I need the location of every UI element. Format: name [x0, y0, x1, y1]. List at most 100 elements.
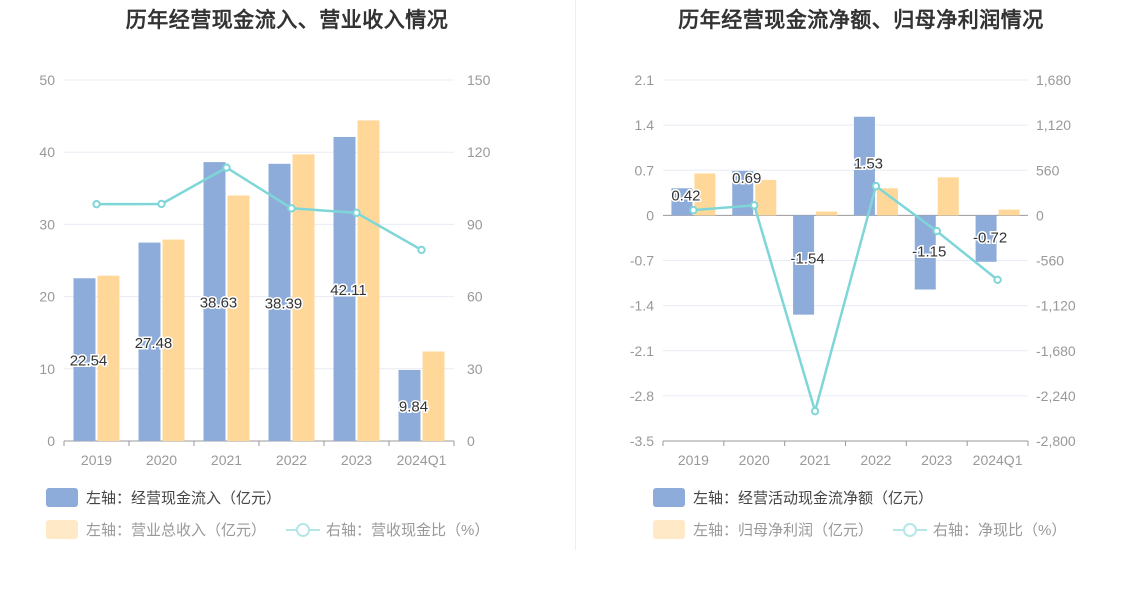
bar-secondary: [998, 209, 1020, 216]
x-tick-label: 2020: [739, 452, 770, 468]
bar-primary: [975, 215, 997, 262]
line-point: [932, 226, 941, 236]
y-tick-label-right: -2,240: [1036, 388, 1076, 404]
legend-label: 右轴：净现比（%）: [933, 521, 1067, 539]
bar-secondary: [292, 154, 315, 441]
data-label: 0.69: [732, 170, 761, 187]
legend-label: 左轴：营业总收入（亿元）: [86, 521, 267, 539]
legend-item-net-profit[interactable]: 左轴：归母净利润（亿元）: [653, 519, 873, 540]
bar-secondary: [816, 211, 838, 216]
legend-swatch: [653, 519, 685, 539]
line-point: [871, 181, 881, 191]
y-tick-label-left: -2.8: [630, 388, 654, 404]
data-label: -0.72: [973, 230, 1007, 247]
y-tick-label-left: 10: [39, 361, 55, 377]
bar-primary: [398, 369, 421, 441]
line-point: [352, 208, 361, 218]
x-tick-label: 2024Q1: [397, 452, 447, 468]
chart-plot-right: -3.5 -2,800 -2.8 -2,240 -2.1 -1,680 -1.4 -1,120…: [630, 72, 1076, 468]
data-label: 27.48: [135, 335, 173, 352]
data-label: 1.53: [854, 156, 883, 173]
legend-label: 左轴：归母净利润（亿元）: [693, 521, 874, 539]
line-point: [993, 275, 1002, 285]
x-tick-label: 2019: [81, 452, 112, 468]
y-tick-label-left: -1.4: [630, 298, 654, 314]
data-label: 9.84: [399, 398, 428, 415]
bar-primary: [203, 162, 226, 441]
y-tick-label-right: 90: [467, 216, 483, 232]
x-tick-label: 2020: [146, 452, 177, 468]
y-tick-label-left: -0.7: [630, 253, 654, 269]
data-label: 38.39: [265, 295, 303, 312]
y-tick-label-right: -1,120: [1036, 298, 1076, 314]
y-tick-label-left: 0: [646, 207, 654, 223]
legend-label: 左轴：经营活动现金流净额（亿元）: [693, 489, 934, 507]
x-tick-label: 2023: [921, 452, 952, 468]
legend-label: 左轴：经营现金流入（亿元）: [86, 489, 282, 507]
data-label: -1.15: [912, 243, 946, 260]
x-tick-label: 2023: [341, 452, 372, 468]
chart-panel-right: 历年经营现金流净额、归母净利润情况 -3.5 -2,800 -2.8 -2,240 -2…: [574, 0, 1148, 589]
y-tick-label-left: 2.1: [635, 72, 655, 88]
y-tick-label-right: -1,680: [1036, 343, 1076, 359]
legend-item-net-cash-ratio[interactable]: 右轴：净现比（%）: [893, 519, 1066, 540]
bar-secondary: [422, 351, 445, 441]
chart-title: 历年经营现金流净额、归母净利润情况: [678, 9, 1044, 32]
bar-primary: [268, 163, 291, 441]
legend-swatch: [46, 519, 78, 539]
bar-secondary: [876, 188, 898, 216]
legend-swatch: [653, 487, 685, 507]
y-tick-label-right: -560: [1036, 253, 1064, 269]
line-point: [417, 245, 426, 255]
data-label: 38.63: [200, 295, 238, 312]
x-tick-label: 2022: [860, 452, 891, 468]
y-tick-label-right: 560: [1036, 162, 1060, 178]
bar-primary: [914, 215, 936, 290]
x-tick-label: 2024Q1: [973, 452, 1023, 468]
chart-plot-left: 0 0 10 30 20 60 30 90 40 120 50 150 2019 2020 2021 2022…: [39, 72, 491, 468]
y-tick-label-left: 40: [39, 144, 55, 160]
line-point: [689, 205, 698, 215]
x-tick-label: 2021: [211, 452, 242, 468]
y-tick-label-left: 0: [47, 433, 55, 449]
line-point: [157, 199, 166, 209]
bar-secondary: [162, 239, 185, 441]
bar-primary: [73, 278, 96, 441]
x-tick-label: 2019: [678, 452, 709, 468]
y-tick-label-right: -2,800: [1036, 433, 1076, 449]
line-series: [96, 166, 423, 251]
y-tick-label-right: 150: [467, 72, 491, 88]
bar-primary: [853, 116, 875, 216]
line-point: [750, 201, 759, 210]
legend-swatch: [46, 487, 78, 507]
y-tick-label-left: -3.5: [630, 433, 654, 449]
legend-item-ratio[interactable]: 右轴：营收现金比（%）: [286, 519, 489, 540]
chart-title: 历年经营现金流入、营业收入情况: [125, 9, 449, 32]
y-tick-label-right: 120: [467, 144, 491, 160]
legend-item-net-cash-flow[interactable]: 左轴：经营活动现金流净额（亿元）: [653, 487, 933, 508]
y-tick-label-right: 1,680: [1036, 72, 1071, 88]
legend-item-revenue[interactable]: 左轴：营业总收入（亿元）: [46, 519, 266, 540]
x-tick-label: 2021: [800, 452, 831, 468]
legend-item-cash-inflow[interactable]: 左轴：经营现金流入（亿元）: [46, 487, 281, 508]
data-label: 22.54: [70, 353, 108, 370]
y-tick-label-left: 1.4: [635, 117, 655, 133]
bar-secondary: [357, 120, 380, 441]
bar-secondary: [755, 179, 777, 216]
y-tick-label-right: 0: [467, 433, 475, 449]
legend-line-icon: [893, 520, 928, 539]
y-tick-label-left: 50: [39, 72, 55, 88]
line-series: [693, 184, 999, 416]
bar-secondary: [937, 177, 959, 216]
bar-primary: [793, 215, 815, 315]
bar-primary: [732, 170, 754, 216]
data-label: 42.11: [330, 282, 366, 299]
line-point: [92, 199, 101, 209]
line-point: [287, 204, 296, 213]
bar-primary: [671, 188, 693, 216]
line-point: [222, 163, 231, 172]
y-tick-label-left: 20: [39, 289, 55, 305]
y-tick-label-right: 30: [467, 361, 483, 377]
y-tick-label-left: -2.1: [630, 343, 654, 359]
y-tick-label-left: 30: [39, 216, 55, 232]
